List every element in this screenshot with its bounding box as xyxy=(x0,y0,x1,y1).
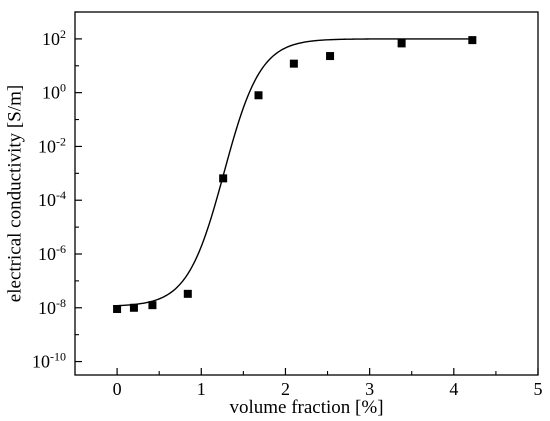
y-axis-label: electrical conductivity [S/m] xyxy=(4,85,25,302)
data-point xyxy=(183,289,192,298)
y-tick-label: 10-8 xyxy=(38,296,66,318)
plot-area xyxy=(74,11,539,376)
plot-frame xyxy=(74,11,539,376)
data-point xyxy=(397,39,406,48)
data-point xyxy=(289,59,298,68)
y-tick-label: 100 xyxy=(42,81,66,103)
y-tick-label: 10-6 xyxy=(38,242,66,264)
x-tick-label: 5 xyxy=(534,379,543,399)
data-point xyxy=(326,52,335,61)
data-point xyxy=(254,91,263,100)
y-tick-label: 102 xyxy=(42,27,66,49)
y-tick-label: 10-4 xyxy=(38,188,66,210)
data-point xyxy=(148,301,157,310)
x-tick-label: 0 xyxy=(113,379,122,399)
data-point xyxy=(219,174,228,183)
x-tick-label: 4 xyxy=(449,379,458,399)
y-tick-label: 10-2 xyxy=(38,134,66,156)
data-point xyxy=(129,303,138,312)
x-tick-label: 3 xyxy=(365,379,374,399)
fit-curve xyxy=(117,38,473,307)
x-tick-label: 2 xyxy=(281,379,290,399)
x-axis-label: volume fraction [%] xyxy=(229,397,383,418)
x-tick-label: 1 xyxy=(197,379,206,399)
axes-labels: volume fraction [%] electrical conductiv… xyxy=(4,85,383,418)
y-tick-label: 10-10 xyxy=(32,350,66,372)
data-point xyxy=(468,36,477,45)
axes-ticks: 0 1 2 3 4 5 102 100 10-2 10-4 10-6 10-8 10-10 xyxy=(32,11,543,399)
data-point xyxy=(113,305,122,314)
